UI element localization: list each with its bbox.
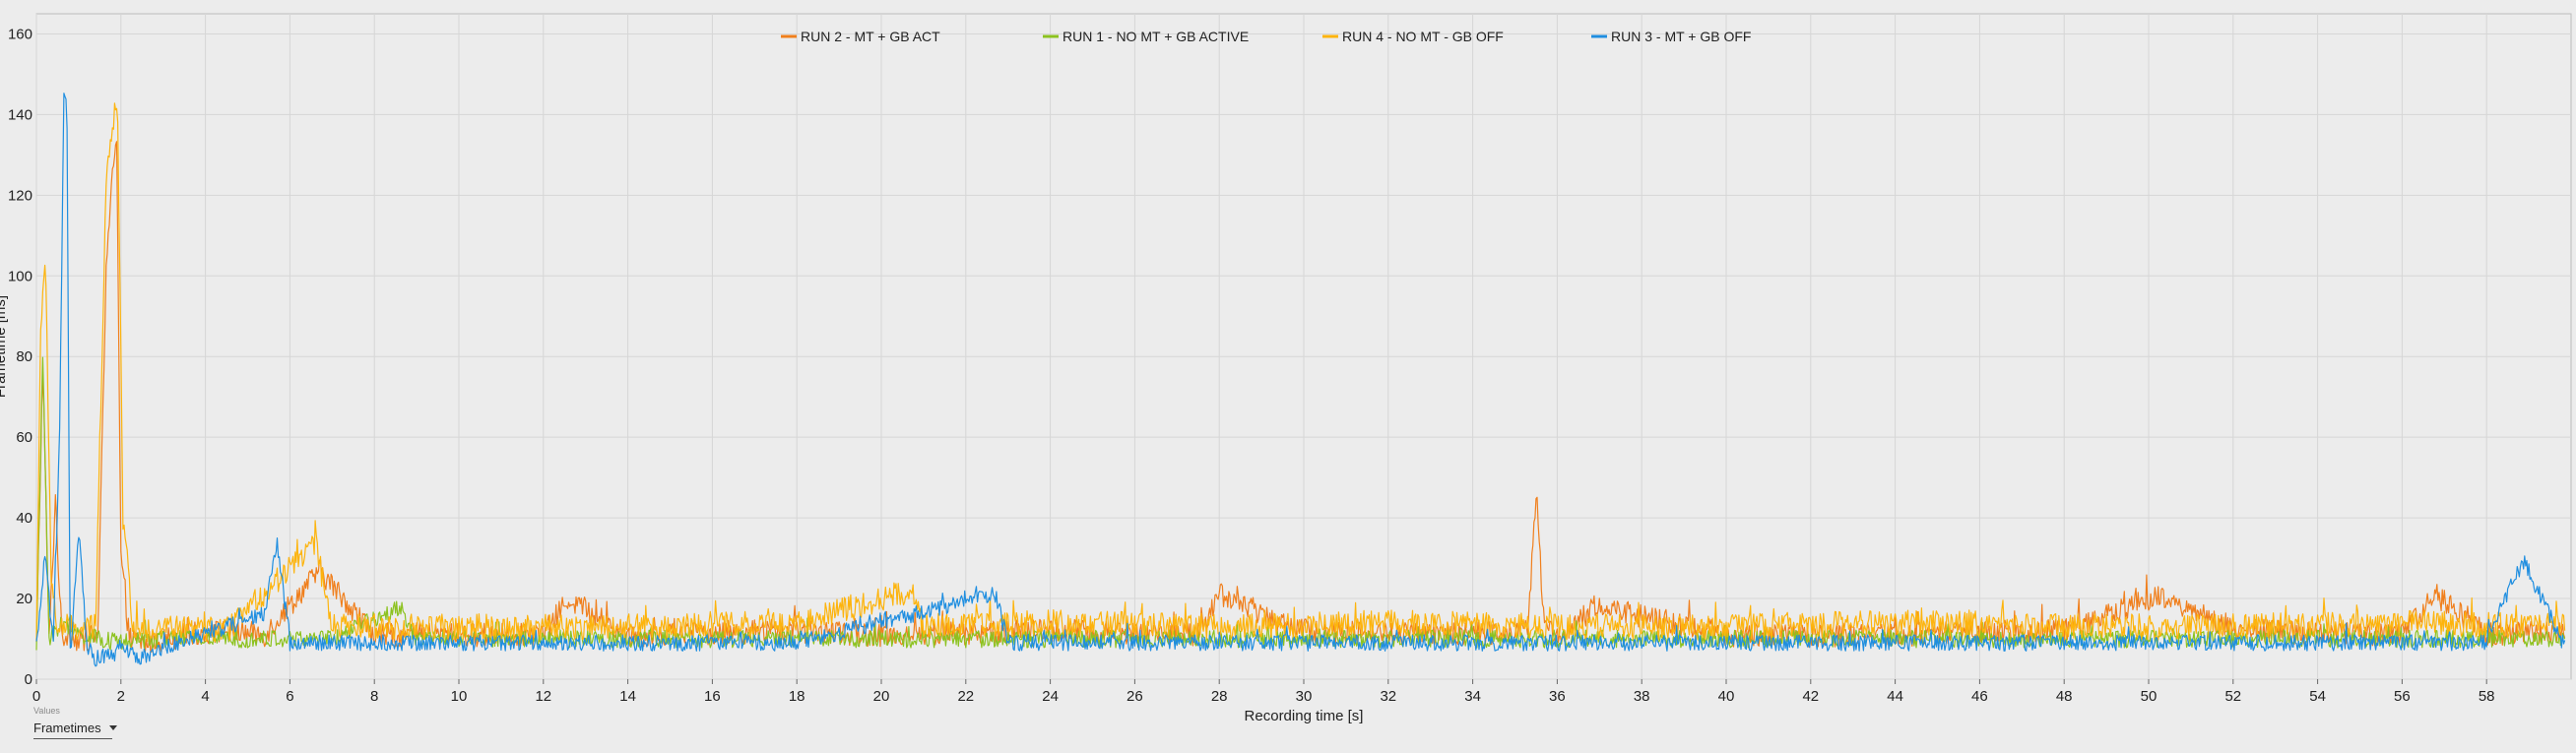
x-tick-label: 28 — [1211, 688, 1228, 705]
x-tick-label: 30 — [1296, 688, 1313, 705]
x-tick-label: 32 — [1380, 688, 1396, 705]
grid — [35, 14, 2571, 680]
x-tick-label: 36 — [1549, 688, 1566, 705]
x-tick-label: 4 — [201, 688, 209, 705]
legend-label[interactable]: RUN 2 - MT + GB ACT — [801, 29, 940, 44]
x-tick-label: 16 — [704, 688, 721, 705]
series-line-4 — [35, 93, 2566, 667]
legend-label[interactable]: RUN 4 - NO MT - GB OFF — [1342, 29, 1504, 44]
x-tick-label: 26 — [1127, 688, 1143, 705]
series-lines — [35, 93, 2566, 667]
x-tick-label: 14 — [619, 688, 636, 705]
x-tick-label: 10 — [451, 688, 468, 705]
legend-label[interactable]: RUN 3 - MT + GB OFF — [1611, 29, 1751, 44]
y-tick-label: 100 — [8, 268, 32, 284]
x-tick-label: 12 — [535, 688, 551, 705]
x-tick-label: 34 — [1464, 688, 1481, 705]
x-tick-label: 48 — [2056, 688, 2073, 705]
x-tick-label: 58 — [2479, 688, 2495, 705]
x-tick-label: 8 — [370, 688, 378, 705]
legend-label[interactable]: RUN 1 - NO MT + GB ACTIVE — [1063, 29, 1249, 44]
chevron-down-icon — [108, 725, 117, 730]
x-tick-label: 2 — [117, 688, 125, 705]
values-dropdown[interactable]: Frametimes — [33, 718, 117, 739]
x-tick-label: 22 — [957, 688, 974, 705]
y-tick-label: 40 — [16, 510, 32, 527]
x-tick-label: 52 — [2224, 688, 2241, 705]
x-tick-label: 6 — [286, 688, 293, 705]
y-tick-label: 20 — [16, 591, 32, 607]
x-tick-label: 38 — [1634, 688, 1650, 705]
x-tick-label: 54 — [2309, 688, 2326, 705]
y-tick-label: 140 — [8, 106, 32, 123]
values-dropdown-value: Frametimes — [33, 721, 101, 735]
y-tick-label: 80 — [16, 348, 32, 365]
x-tick-label: 46 — [1971, 688, 1988, 705]
y-axis-title: Frametime [ms] — [0, 295, 9, 398]
x-tick-label: 20 — [873, 688, 890, 705]
y-axis-ticks: 0 20 40 60 80 100 120 140 160 — [8, 26, 32, 688]
x-axis-ticks: 0 2 4 6 8 10 12 14 16 18 20 22 24 26 28 30 32 34 36 38 40 42 4… — [32, 679, 2495, 705]
values-caption: Values — [33, 706, 60, 716]
x-tick-label: 44 — [1887, 688, 1903, 705]
x-tick-label: 18 — [789, 688, 805, 705]
x-tick-label: 0 — [32, 688, 40, 705]
x-tick-label: 42 — [1802, 688, 1819, 705]
x-tick-label: 56 — [2394, 688, 2411, 705]
legend[interactable]: RUN 2 - MT + GB ACT RUN 1 - NO MT + GB AC… — [781, 29, 1751, 44]
y-tick-label: 160 — [8, 26, 32, 42]
y-tick-label: 0 — [25, 671, 32, 688]
x-tick-label: 24 — [1042, 688, 1059, 705]
y-tick-label: 60 — [16, 429, 32, 446]
y-tick-label: 120 — [8, 187, 32, 204]
x-tick-label: 50 — [2141, 688, 2157, 705]
x-axis-title: Recording time [s] — [1245, 708, 1364, 724]
x-tick-label: 40 — [1718, 688, 1735, 705]
